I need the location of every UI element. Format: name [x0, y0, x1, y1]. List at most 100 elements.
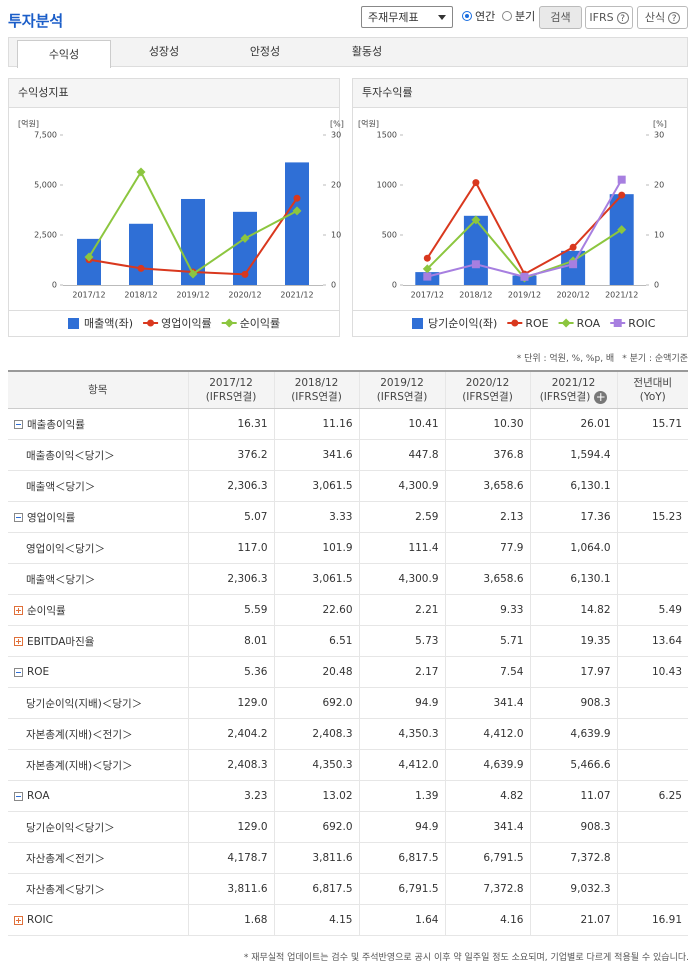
toggle-icon[interactable] — [14, 791, 23, 801]
cell: 4,412.0 — [444, 718, 530, 750]
group-row: ROE 5.36 20.48 2.17 7.54 17.97 10.43 — [8, 656, 688, 688]
detail-row: 매출액＜당기＞ 2,306.3 3,061.5 4,300.9 3,658.6 6,130… — [8, 470, 688, 502]
tab[interactable]: 안정성 — [249, 45, 281, 58]
ifrs-button[interactable]: IFRS? — [585, 6, 633, 29]
cell: 17.36 — [529, 501, 617, 533]
cell: 6.25 — [616, 780, 688, 812]
toggle-icon[interactable] — [14, 667, 23, 677]
point — [224, 318, 234, 328]
cell: 111.4 — [358, 532, 445, 564]
cell: 4,350.3 — [358, 718, 445, 750]
cell-text: 4,350.3 — [312, 759, 353, 771]
cell: 순이익률 — [8, 594, 188, 626]
cell: 매출액＜당기＞ — [8, 563, 188, 595]
detail-row: 매출액＜당기＞ 2,306.3 3,061.5 4,300.9 3,658.6 6,130… — [8, 563, 688, 595]
cell: 129.0 — [187, 687, 274, 719]
cell-text: 자산총계＜전기＞ — [26, 852, 105, 865]
cell-text: 376.8 — [493, 449, 524, 461]
cell-text: 8.01 — [244, 635, 268, 647]
x-tick-label: 2020/12 — [556, 291, 589, 300]
cell — [616, 811, 688, 843]
radio-annual[interactable]: 연간 — [462, 8, 495, 24]
cell: 2.59 — [358, 501, 445, 533]
cell-text: 7.54 — [500, 666, 524, 678]
cell-text: 4,178.7 — [227, 852, 268, 864]
header-text: 2021/12 — [551, 377, 596, 389]
cell-text: 3,061.5 — [312, 480, 353, 492]
cell-text: 111.4 — [408, 542, 439, 554]
cell-text: 101.9 — [322, 542, 353, 554]
header-text: (IFRS연결) — [376, 391, 428, 403]
tab[interactable]: 활동성 — [351, 45, 383, 58]
header-text: 2019/12 — [380, 377, 424, 389]
header-text: 2020/12 — [465, 377, 510, 389]
toggle-icon[interactable] — [14, 915, 23, 925]
group-row: EBITDA마진율 8.01 6.51 5.73 5.71 19.35 13.64 — [8, 625, 688, 657]
header-text: (IFRS연결) — [539, 391, 591, 403]
cell: 4,639.9 — [529, 718, 617, 750]
legend-label: 영업이익률 — [161, 317, 212, 330]
y2-tick-label: 0 — [654, 281, 659, 290]
cell: 7,372.8 — [444, 873, 530, 905]
detail-row: 매출총이익＜당기＞ 376.2 341.6 447.8 376.8 1,594.4 — [8, 439, 688, 471]
header-text: (IFRS연결) — [462, 391, 513, 403]
detail-row: 당기순이익(지배)＜당기＞ 129.0 692.0 94.9 341.4 908.3 — [8, 687, 688, 719]
y-axis-unit: [억원] — [358, 119, 379, 129]
add-column-icon[interactable]: + — [594, 389, 608, 404]
point — [188, 269, 198, 279]
tab[interactable]: 성장성 — [148, 45, 180, 58]
legend-label: 당기순이익(좌) — [428, 317, 497, 330]
toggle-icon[interactable] — [14, 420, 23, 429]
panel — [8, 78, 340, 337]
cell-text: 3.33 — [329, 511, 353, 523]
cell: 5.73 — [358, 625, 445, 657]
cell-text: 3,658.6 — [483, 573, 524, 585]
cell: 4.16 — [444, 904, 530, 936]
cell: 당기순이익(지배)＜당기＞ — [8, 687, 188, 719]
y-tick-label: 7,500 — [34, 131, 57, 140]
radio-dot — [502, 11, 512, 21]
cell: 4.15 — [273, 904, 359, 936]
cell: 5.49 — [616, 594, 688, 626]
y2-tick-label: 20 — [654, 181, 664, 190]
cell-text: 13.02 — [322, 790, 353, 802]
cell: 11.16 — [273, 408, 359, 440]
cell-text: 2.13 — [500, 511, 524, 523]
column-header: 항목 — [8, 370, 188, 409]
cell-text: 9,032.3 — [570, 883, 611, 895]
help-icon: ? — [616, 11, 629, 24]
point — [617, 175, 626, 184]
group-row: ROIC 1.68 4.15 1.64 4.16 21.07 16.91 — [8, 904, 688, 936]
cell-text: 908.3 — [580, 697, 611, 709]
section-title: 투자분석 — [8, 12, 64, 30]
radio-label: 분기 — [515, 10, 536, 23]
legend-label: ROA — [577, 317, 601, 330]
toggle-icon[interactable] — [14, 606, 23, 615]
bar — [609, 194, 634, 285]
cell: 6,791.5 — [358, 873, 445, 905]
cell: 2.17 — [358, 656, 445, 688]
cell-text: 17.36 — [580, 511, 611, 523]
cell-text: 5.07 — [244, 511, 268, 523]
cell: 4,178.7 — [187, 842, 274, 874]
cell-text: 6,130.1 — [570, 573, 611, 585]
header-text: (IFRS연결) — [205, 391, 257, 403]
statement-select[interactable]: 주재무제표 — [361, 6, 453, 28]
formula-button[interactable]: 산식? — [637, 6, 688, 29]
y2-tick-label: 0 — [331, 281, 336, 290]
cell-text: 20.48 — [322, 666, 353, 678]
cell-text: 5.36 — [244, 666, 268, 678]
search-button[interactable]: 검색 — [539, 6, 582, 29]
cell-text: 17.97 — [580, 666, 611, 678]
radio-quarter[interactable]: 분기 — [502, 8, 535, 24]
point — [147, 319, 155, 327]
tab[interactable]: 수익성 — [17, 40, 111, 68]
cell-text: 6.51 — [329, 635, 353, 647]
toggle-icon[interactable] — [14, 513, 23, 522]
cell: 6,130.1 — [529, 563, 617, 595]
cell-text: 6,817.5 — [398, 852, 439, 864]
legend-swatch — [412, 318, 423, 329]
toggle-icon[interactable] — [14, 637, 23, 646]
help-icon: ? — [668, 11, 681, 24]
cell: 16.91 — [616, 904, 688, 936]
